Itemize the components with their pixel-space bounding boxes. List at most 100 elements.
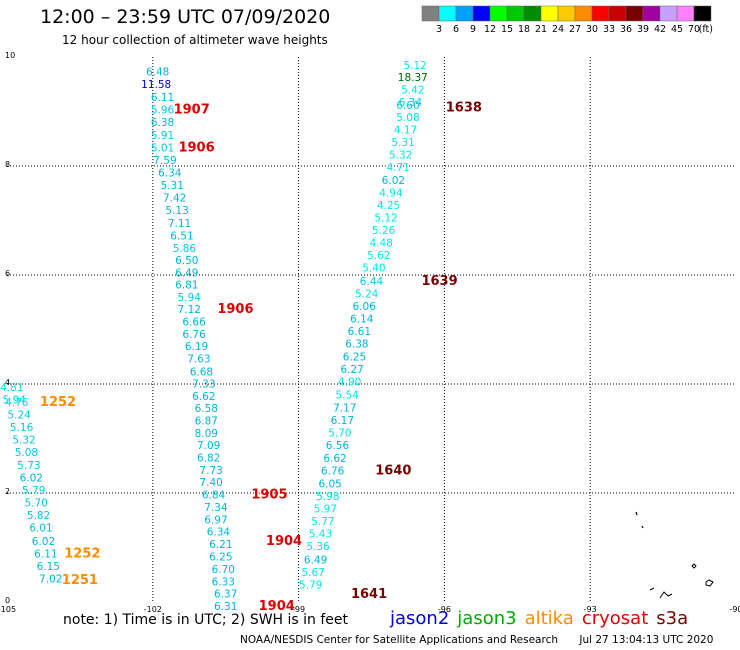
coastline-fragment <box>635 511 638 516</box>
wave-height-value: 8.09 <box>195 428 218 440</box>
wave-height-value: 5.08 <box>396 112 419 124</box>
coastline-fragment <box>641 525 644 529</box>
wave-height-value: 6.44 <box>360 276 384 288</box>
wave-height-value: 4.17 <box>394 124 417 136</box>
wave-height-value: 6.06 <box>353 301 377 313</box>
wave-height-value: 4.76 <box>5 397 29 409</box>
wave-height-value: 5.36 <box>306 541 330 553</box>
wave-height-value: 5.67 <box>301 567 324 579</box>
wave-height-value: 6.60 <box>396 100 419 112</box>
y-tick-label: 10 <box>5 51 15 60</box>
wave-height-value: 5.12 <box>404 60 427 72</box>
axis-ticks: -105 -102 -99 -96 -93 -90 0 2 4 6 8 10 <box>0 51 740 614</box>
wave-height-value: 7.33 <box>192 378 215 390</box>
pass-time-label: 1904 <box>266 534 302 549</box>
x-tick-label: -93 <box>584 605 597 614</box>
pass-time-label: 1640 <box>375 463 411 478</box>
wave-height-value: 7.02 <box>39 573 62 585</box>
wave-height-value: 7.42 <box>163 192 186 204</box>
wave-height-value: 4.25 <box>377 200 400 212</box>
pass-time-label: 1906 <box>178 140 214 155</box>
wave-height-value: 5.79 <box>299 579 322 591</box>
wave-height-value: 5.70 <box>24 498 47 510</box>
wave-height-value: 6.05 <box>318 479 341 491</box>
wave-height-value: 5.70 <box>328 427 351 439</box>
colorbar-tick-label: 6 <box>453 24 459 35</box>
colorbar-tick-label: 30 <box>586 24 598 35</box>
y-tick-label: 2 <box>5 487 10 496</box>
wave-height-value: 5.26 <box>372 225 396 237</box>
colorbar-tick-label: 15 <box>501 24 513 35</box>
colorbar-tick-label: 27 <box>569 24 581 35</box>
wave-height-value: 6.84 <box>202 489 226 501</box>
wave-height-value: 6.25 <box>209 552 232 564</box>
wave-height-value: 5.42 <box>401 85 424 97</box>
y-tick-label: 6 <box>5 269 10 278</box>
wave-height-value: 6.76 <box>321 465 345 477</box>
pass-time-label: 1639 <box>421 274 457 289</box>
wave-height-value: 4.81 <box>0 382 23 394</box>
wave-height-value: 6.01 <box>29 523 52 535</box>
wave-height-value: 5.82 <box>27 510 50 522</box>
wave-height-value: 5.94 <box>3 395 27 407</box>
wave-height-value: 7.09 <box>197 440 220 452</box>
wave-height-value: 5.32 <box>12 434 35 446</box>
x-tick-label: -96 <box>438 605 451 614</box>
legend-jason3: jason3 <box>457 608 517 629</box>
wave-height-value: 6.34 <box>399 97 423 109</box>
wave-height-value: 6.25 <box>343 352 366 364</box>
legend-jason2: jason2 <box>390 608 450 629</box>
wave-height-value: 5.01 <box>151 142 174 154</box>
colorbar-tick-label: 3 <box>436 24 442 35</box>
colorbar-tick-label: 70 <box>688 24 700 35</box>
wave-height-value: 6.50 <box>175 255 198 267</box>
legend-altika: altika <box>524 608 574 629</box>
wave-height-value: 6.49 <box>304 554 327 566</box>
wave-height-value: 5.96 <box>151 105 175 117</box>
map-subtitle: 12 hour collection of altimeter wave hei… <box>62 33 328 47</box>
wave-height-value: 5.86 <box>173 243 197 255</box>
pass-time-label: 1638 <box>446 101 482 116</box>
legend-s3a: s3a <box>656 608 689 629</box>
wave-height-value: 6.48 <box>146 67 169 79</box>
pass-time-label: 1906 <box>217 302 253 317</box>
wave-height-value: 6.66 <box>182 317 206 329</box>
pass-time-label: 1252 <box>64 546 100 561</box>
grid-lines <box>7 57 736 602</box>
pass-time-labels: 1907 1906 1906 1905 1904 1904 1638 1639 1640 1641… <box>40 101 482 615</box>
pass-time-label: 1251 <box>62 573 98 588</box>
wave-height-value: 5.43 <box>309 529 332 541</box>
wave-height-value: 6.37 <box>214 589 237 601</box>
x-tick-label: -90 <box>729 605 740 614</box>
colorbar-tick-label: 33 <box>603 24 615 35</box>
colorbar-tick-label: 21 <box>535 24 547 35</box>
wave-height-value: 6.87 <box>195 415 218 427</box>
colorbar-legend: 3 6 9 12 15 18 21 24 27 30 33 36 39 42 45 70(ft) <box>421 5 713 35</box>
wave-height-value: 7.73 <box>199 465 222 477</box>
y-tick-label: 4 <box>5 378 10 387</box>
wave-height-value: 4.71 <box>387 162 410 174</box>
wave-height-value: 6.62 <box>192 391 215 403</box>
wave-height-value: 5.98 <box>316 491 339 503</box>
wave-height-value: 5.62 <box>367 250 390 262</box>
wave-height-value: 6.17 <box>331 415 354 427</box>
x-tick-label: -102 <box>144 605 162 614</box>
colorbar-tick-label: 39 <box>637 24 649 35</box>
wave-height-value: 6.56 <box>326 440 350 452</box>
wave-height-value: 6.02 <box>32 536 55 548</box>
wave-height-value: 6.33 <box>212 577 235 589</box>
coastline-fragment <box>649 587 655 591</box>
wave-height-value: 18.37 <box>398 72 428 84</box>
pass-time-label: 1904 <box>259 599 295 614</box>
wave-height-value: 6.49 <box>175 268 198 280</box>
colorbar-swatch <box>693 5 712 22</box>
footer: NOAA/NESDIS Center for Satellite Applica… <box>240 634 731 646</box>
wave-height-value: 5.24 <box>7 409 31 421</box>
coastline <box>635 511 714 599</box>
colorbar-tick-label: 36 <box>620 24 632 35</box>
wave-height-value: 7.12 <box>178 304 201 316</box>
wave-height-value: 6.02 <box>382 175 405 187</box>
wave-height-value: 7.34 <box>204 502 228 514</box>
wave-height-value: 7.63 <box>187 354 210 366</box>
